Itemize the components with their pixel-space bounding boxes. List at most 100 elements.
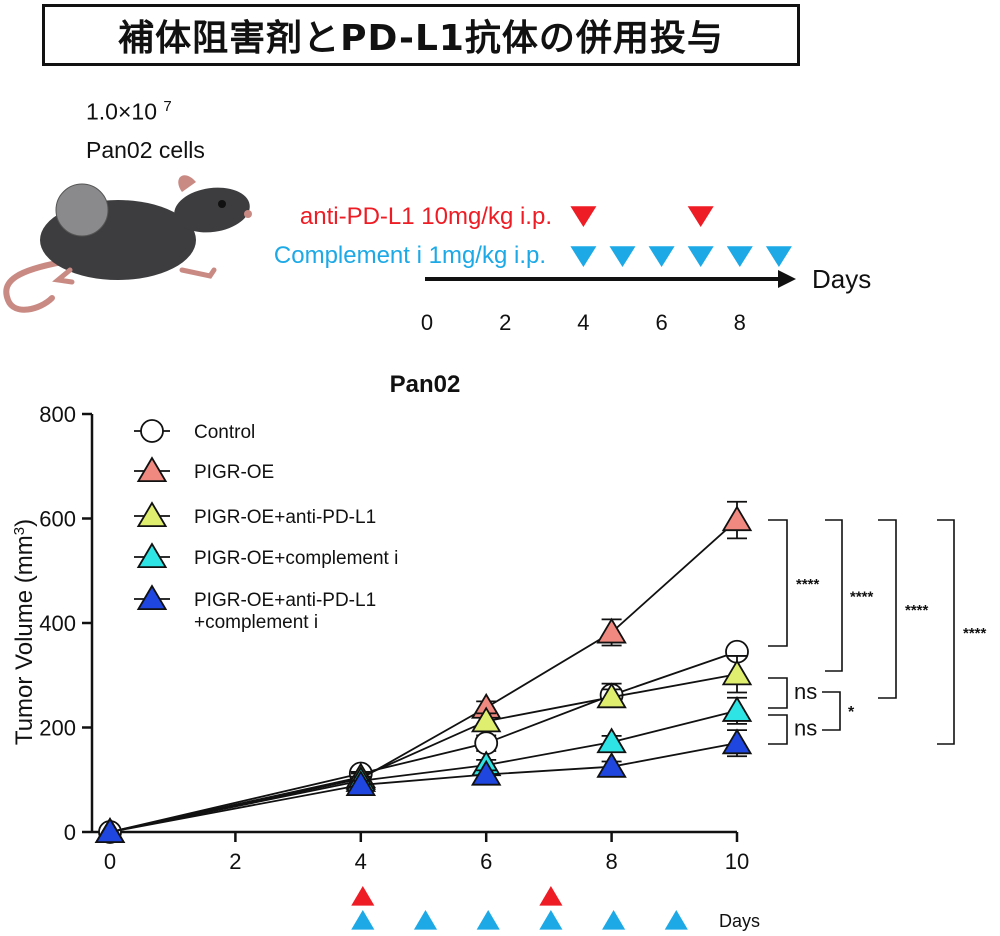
- significance-label: ****: [796, 576, 820, 593]
- legend-marker: [136, 542, 168, 569]
- legend-label: PIGR-OE+anti-PD-L1 +complement i: [194, 590, 376, 633]
- chart-title: Pan02: [390, 371, 461, 398]
- data-point: [721, 728, 753, 755]
- data-point: [596, 751, 627, 778]
- significance-label: ****: [850, 589, 874, 606]
- schedule-axis-label: Days: [812, 264, 871, 294]
- x-tick-label: 10: [725, 849, 749, 874]
- bracket-line: [937, 519, 955, 745]
- data-point: [721, 659, 753, 686]
- data-point: [721, 696, 753, 722]
- x-tick-label: 2: [229, 849, 241, 874]
- anti-pdl1-label: anti-PD-L1 10mg/kg i.p.: [300, 203, 552, 230]
- complement-dose-marker: [609, 246, 636, 268]
- bracket-line: [768, 677, 788, 709]
- complement-dose-marker: [726, 246, 753, 268]
- bracket-line: [878, 519, 897, 699]
- tumor-icon: [55, 183, 109, 237]
- series-line: [109, 673, 738, 833]
- significance-label: ns: [794, 716, 817, 741]
- cell-line-label: Pan02 cells: [86, 136, 205, 163]
- legend-marker: [136, 584, 168, 611]
- complement-label: Complement i 1mg/kg i.p.: [274, 242, 546, 269]
- mouse-hind-paw: [52, 267, 75, 285]
- data-point: [94, 817, 126, 844]
- data-point: [596, 617, 627, 644]
- mouse-nose: [244, 210, 252, 218]
- data-point: [721, 505, 753, 532]
- legend-marker: [136, 456, 168, 483]
- x-tick-label: 6: [480, 849, 492, 874]
- y-axis-label: Tumor Volume (mm3): [11, 519, 39, 745]
- complement-dose-marker: [476, 910, 500, 930]
- cell-count-mantissa: 1.0×10: [86, 98, 157, 125]
- legend-item: PIGR-OE: [134, 456, 274, 483]
- data-point: [596, 682, 627, 709]
- x-tick-label: 0: [104, 849, 116, 874]
- bracket-line: [768, 519, 788, 647]
- data-point: [470, 706, 502, 733]
- significance-bracket: *: [822, 691, 855, 731]
- mouse-tail: [3, 259, 65, 313]
- significance-label: ****: [905, 602, 929, 619]
- significance-bracket: ns: [768, 714, 817, 745]
- y-tick-label: 400: [39, 611, 76, 636]
- significance-bracket: ****: [825, 519, 874, 672]
- legend-label: PIGR-OE: [194, 462, 274, 483]
- series-4: [94, 696, 753, 844]
- significance-bracket: ****: [768, 519, 820, 647]
- data-point: [470, 759, 502, 786]
- complement-dose-marker: [664, 910, 688, 930]
- dosing-schedule: anti-PD-L1 10mg/kg i.p. Complement i 1mg…: [274, 203, 871, 335]
- complement-dose-marker: [687, 246, 714, 268]
- cell-count-exponent: 7: [163, 98, 172, 115]
- mouse-head: [174, 187, 250, 233]
- complement-dose-marker: [539, 910, 563, 930]
- mouse-ear: [178, 175, 196, 192]
- legend-item: PIGR-OE+anti-PD-L1 +complement i: [134, 584, 376, 633]
- bracket-line: [825, 519, 843, 672]
- bracket-line: [822, 691, 841, 731]
- anti-pdl1-dose-marker: [687, 206, 714, 228]
- legend-item: PIGR-OE+anti-PD-L1: [134, 501, 376, 528]
- y-tick-label: 600: [39, 507, 76, 532]
- figure-title: 補体阻害剤とPD-L1抗体の併用投与: [42, 4, 800, 66]
- series-line: [109, 742, 738, 833]
- complement-dose-marker: [602, 910, 626, 930]
- data-point: [596, 727, 627, 754]
- legend-marker: [136, 501, 168, 528]
- schedule-tick-label: 8: [734, 310, 746, 335]
- y-tick-label: 0: [64, 820, 76, 845]
- cell-count-label: 1.0×10 7 Pan02 cells: [86, 88, 205, 169]
- significance-bracket: ****: [878, 519, 929, 699]
- mouse-illustration: [3, 175, 252, 313]
- significance-bracket: ****: [937, 519, 987, 745]
- legend-item: Control: [134, 419, 255, 443]
- schedule-axis-arrow: [778, 270, 796, 288]
- schedule-tick-label: 0: [421, 310, 433, 335]
- x-tick-label: 4: [355, 849, 367, 874]
- legend-label: PIGR-OE+anti-PD-L1: [194, 507, 376, 528]
- anti-pdl1-dose-marker: [351, 886, 375, 906]
- y-tick-label: 200: [39, 716, 76, 741]
- y-tick-label: 800: [39, 402, 76, 427]
- schedule-tick-label: 6: [655, 310, 667, 335]
- complement-dose-marker: [570, 246, 597, 268]
- anti-pdl1-dose-marker: [570, 206, 597, 228]
- complement-dose-marker: [648, 246, 675, 268]
- mouse-eye: [218, 200, 226, 208]
- bracket-line: [768, 714, 788, 745]
- mouse-front-paw: [179, 267, 217, 279]
- significance-label: *: [848, 704, 855, 721]
- complement-dose-marker: [413, 910, 438, 930]
- series-line: [109, 650, 738, 833]
- legend-marker: [140, 419, 164, 443]
- tumor-volume-chart: Pan02 Tumor Volume (mm3) 0 200 400 600 800 0 2…: [11, 371, 987, 931]
- anti-pdl1-dose-marker: [539, 886, 563, 906]
- legend-label: Control: [194, 422, 255, 443]
- complement-dose-marker: [351, 910, 375, 930]
- x-tick-label: 8: [605, 849, 617, 874]
- significance-bracket: ns: [768, 677, 817, 709]
- schedule-tick-label: 2: [499, 310, 511, 335]
